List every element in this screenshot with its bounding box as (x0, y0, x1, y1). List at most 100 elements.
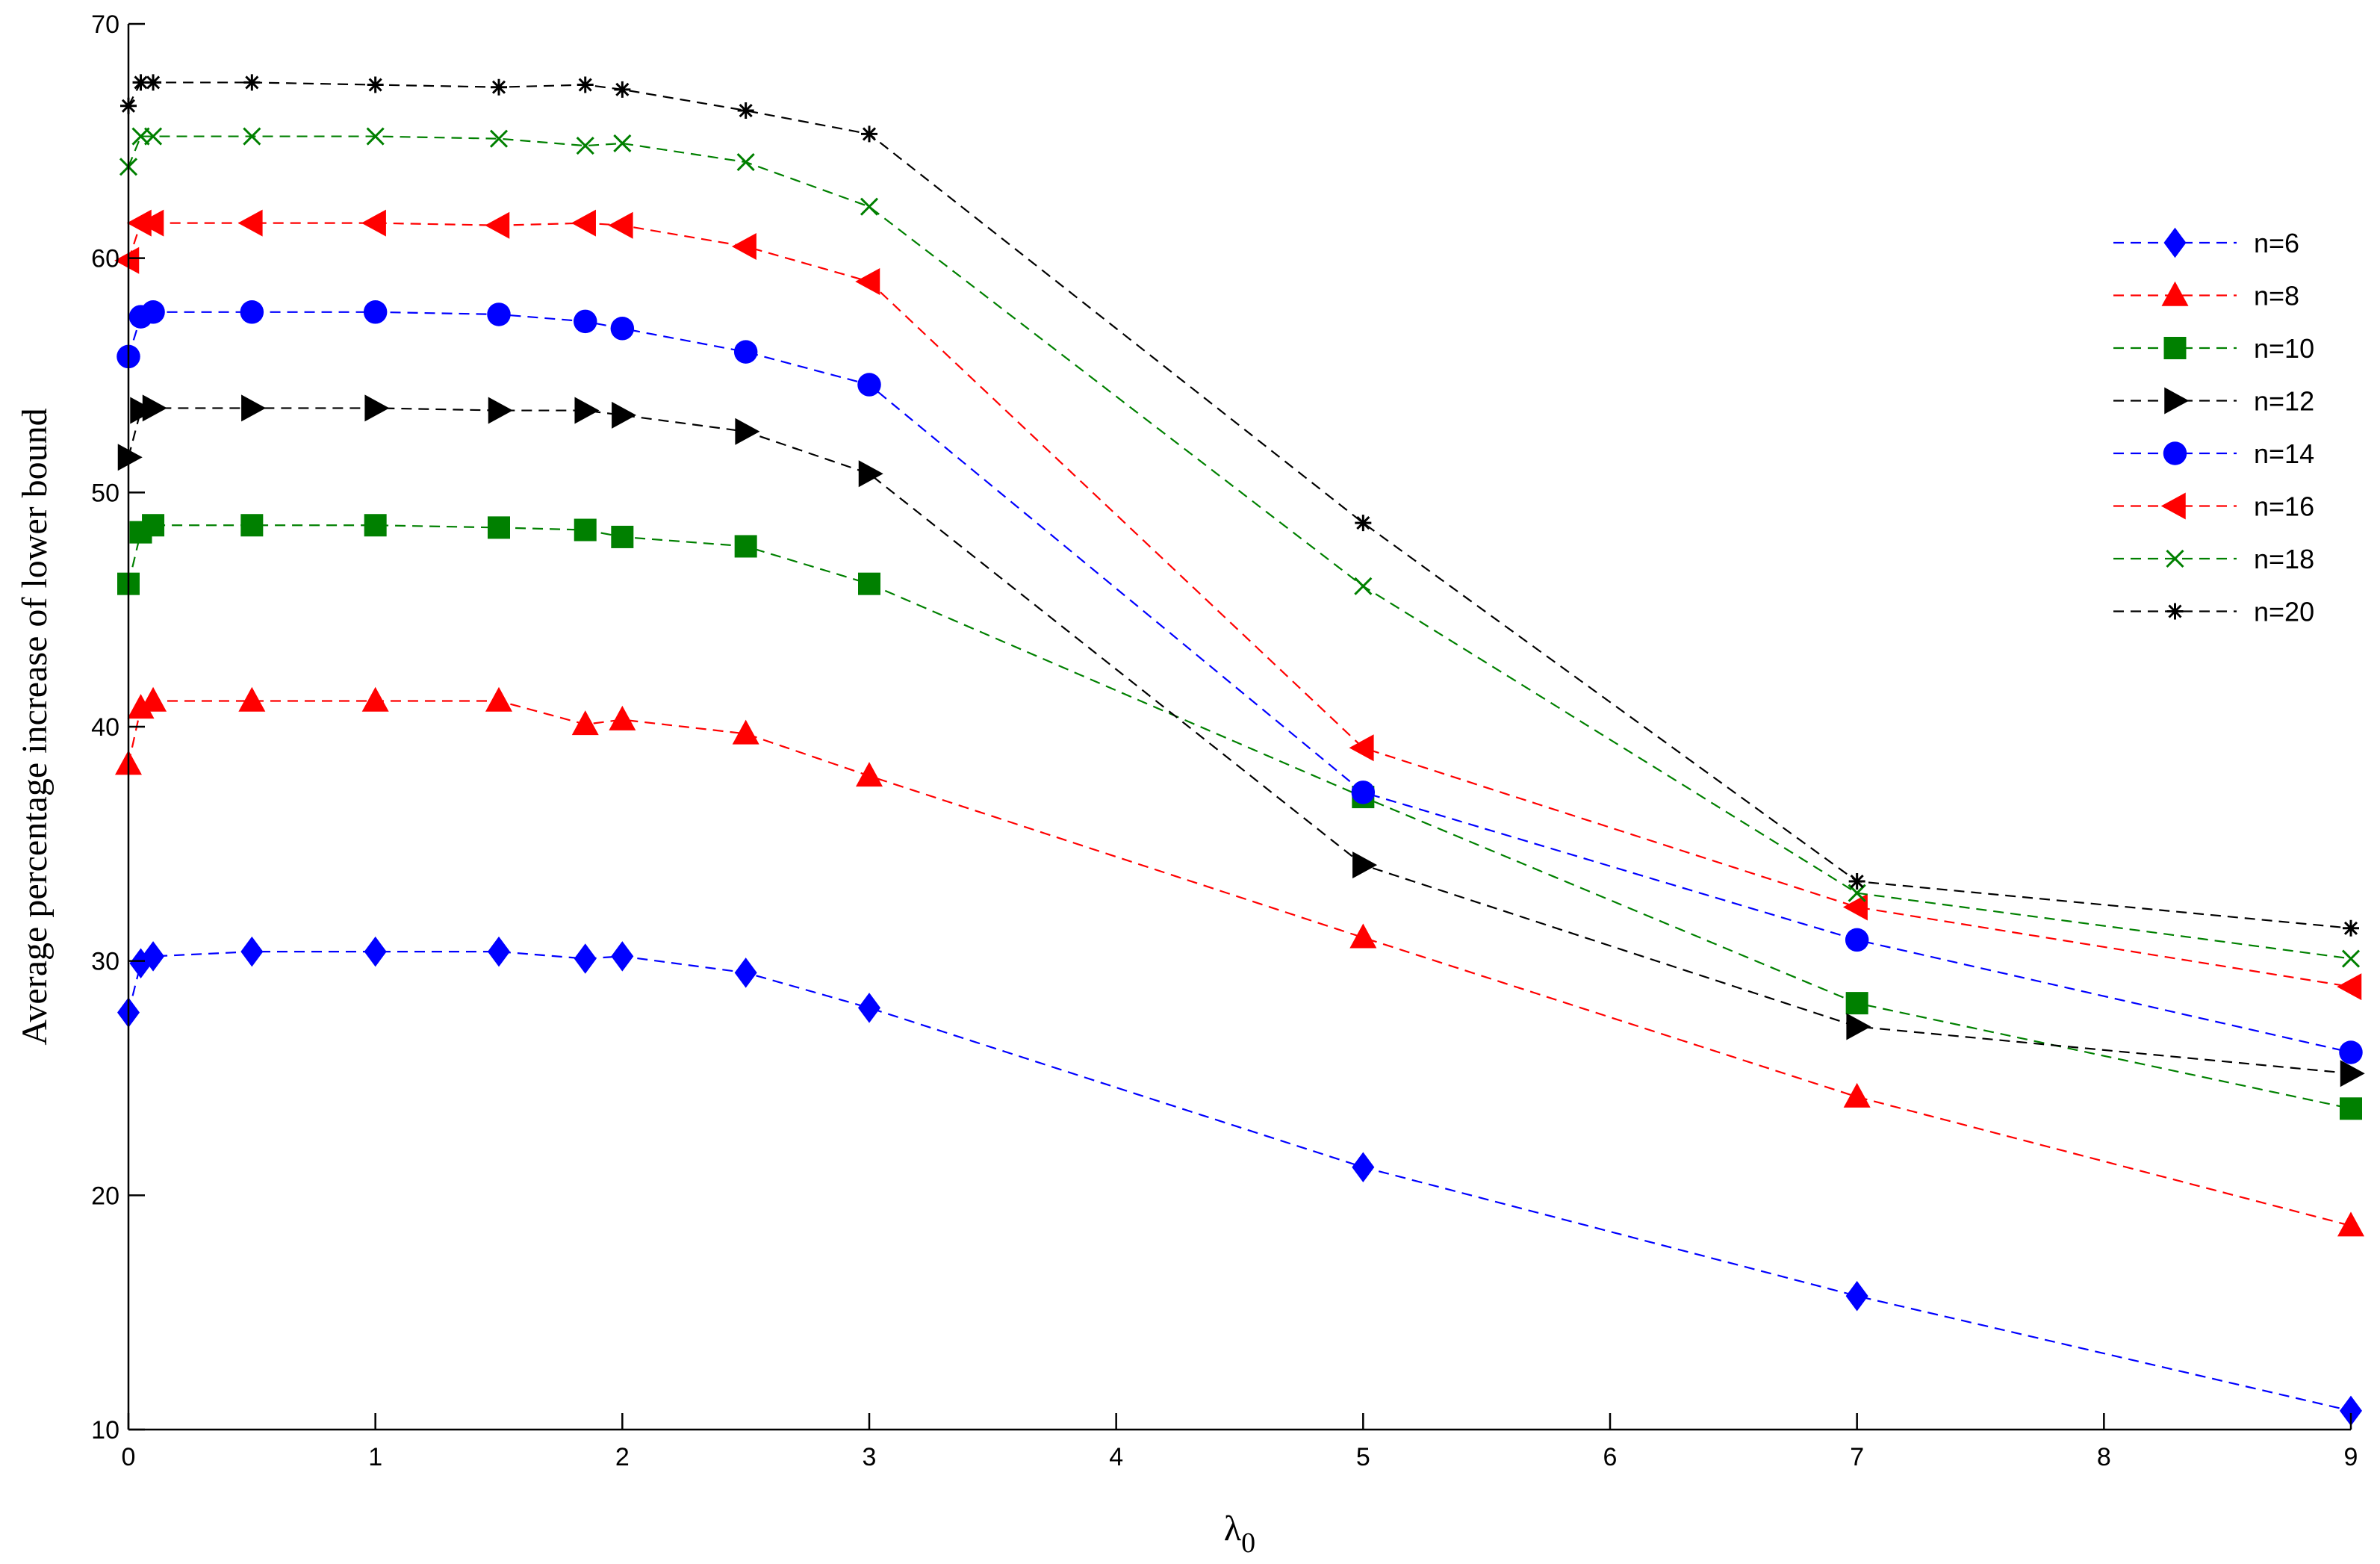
data-point (611, 941, 634, 972)
data-point (2339, 1040, 2363, 1064)
data-point (1349, 923, 1377, 949)
x-axis-title-main: λ (1224, 1509, 1242, 1548)
series-line (128, 81, 2352, 929)
data-point (364, 394, 390, 422)
series-n-18 (119, 127, 2361, 968)
data-point (1352, 1152, 1375, 1182)
data-point (858, 993, 880, 1023)
x-axis-title-subscript: 0 (1241, 1527, 1255, 1559)
series-line (127, 951, 2352, 1412)
legend-marker (2163, 337, 2187, 359)
x-tick-label: 6 (1603, 1443, 1618, 1471)
y-tick-label: 60 (91, 245, 119, 273)
data-point (2343, 919, 2359, 937)
legend-marker (2163, 227, 2187, 258)
data-point (1845, 1280, 1868, 1312)
legend: n=6 n=8 n=10 n=12 n=14 n=16 n=18 n=20 (2113, 227, 2314, 627)
data-point (732, 719, 759, 745)
data-point (612, 401, 637, 429)
data-point (1846, 1013, 1871, 1040)
series-line (127, 700, 2352, 1227)
data-point (576, 137, 594, 155)
data-point (734, 535, 757, 558)
legend-label: n=20 (2254, 597, 2314, 627)
data-point (608, 211, 633, 239)
data-point (609, 705, 636, 730)
data-point (241, 394, 267, 422)
data-point (610, 317, 635, 341)
x-tick-label: 5 (1356, 1443, 1370, 1471)
legend-marker (2166, 603, 2184, 620)
data-point (733, 340, 758, 364)
legend-entry: n=8 (2113, 281, 2299, 311)
data-point (142, 394, 167, 422)
y-tick-label: 40 (91, 713, 119, 742)
data-point (735, 418, 760, 445)
y-tick-label: 20 (91, 1182, 119, 1210)
data-point (734, 958, 757, 988)
data-point (361, 209, 386, 237)
x-tick-label: 0 (122, 1443, 136, 1471)
data-point (366, 127, 385, 146)
data-point (238, 686, 266, 712)
legend-marker (2166, 549, 2184, 568)
data-point (485, 211, 510, 239)
data-point (1842, 893, 1868, 921)
data-point (731, 232, 756, 260)
axes: 0 1 2 3 4 5 6 7 8 9 10 20 30 40 50 60 70 (91, 10, 2358, 1471)
data-point (2341, 949, 2361, 968)
legend-label: n=12 (2254, 386, 2314, 417)
series-line (127, 222, 2352, 988)
legend-marker (2161, 281, 2189, 306)
series-line (127, 407, 2352, 1075)
series-n-12 (117, 394, 2365, 1087)
series-n-10 (117, 514, 2362, 1120)
data-point (1843, 1082, 1871, 1108)
y-tick-label: 10 (91, 1416, 119, 1444)
data-point (487, 302, 511, 326)
data-point (114, 246, 140, 274)
data-point (574, 943, 597, 974)
data-point (858, 460, 883, 488)
data-point (574, 518, 597, 541)
data-point (488, 397, 513, 424)
data-point (611, 525, 634, 548)
series-n-8 (115, 686, 2364, 1237)
data-point (132, 74, 149, 91)
legend-marker (2160, 492, 2186, 520)
series-line (127, 524, 2352, 1110)
series-layer (114, 74, 2365, 1427)
data-point (144, 127, 163, 146)
series-line (127, 311, 2352, 1054)
series-line (127, 135, 2352, 960)
legend-entry: n=14 (2113, 438, 2314, 469)
legend-label: n=6 (2254, 228, 2299, 258)
data-point (243, 127, 261, 146)
data-point (856, 762, 883, 787)
data-point (1845, 992, 1868, 1015)
data-point (364, 936, 387, 967)
data-point (141, 300, 165, 324)
x-tick-label: 4 (1109, 1443, 1123, 1471)
data-point (1352, 851, 1378, 879)
data-point (737, 102, 754, 120)
data-point (857, 373, 881, 397)
legend-entry: n=6 (2113, 227, 2299, 258)
legend-entry: n=10 (2113, 333, 2314, 364)
data-point (736, 153, 755, 172)
series-n-20 (120, 74, 2359, 937)
data-point (2337, 1211, 2364, 1237)
data-point (861, 125, 877, 143)
data-point (574, 397, 600, 424)
y-tick-label: 50 (91, 479, 119, 507)
legend-entry: n=20 (2113, 597, 2314, 627)
data-point (858, 572, 880, 595)
data-point (142, 514, 165, 537)
data-point (367, 76, 384, 93)
x-axis-title: λ0 (1224, 1509, 1255, 1559)
x-tick-label: 9 (2344, 1443, 2358, 1471)
x-tick-label: 3 (863, 1443, 877, 1471)
data-point (488, 516, 510, 539)
data-point (573, 309, 597, 334)
